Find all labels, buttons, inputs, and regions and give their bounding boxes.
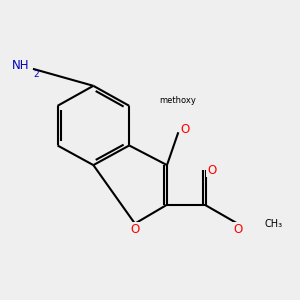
- Text: NH: NH: [12, 59, 29, 72]
- Text: O: O: [233, 223, 242, 236]
- Text: O: O: [130, 223, 140, 236]
- Text: methoxy: methoxy: [159, 96, 196, 105]
- Text: O: O: [207, 164, 216, 176]
- Text: CH₃: CH₃: [265, 219, 283, 229]
- Text: 2: 2: [34, 70, 39, 79]
- Text: O: O: [181, 123, 190, 136]
